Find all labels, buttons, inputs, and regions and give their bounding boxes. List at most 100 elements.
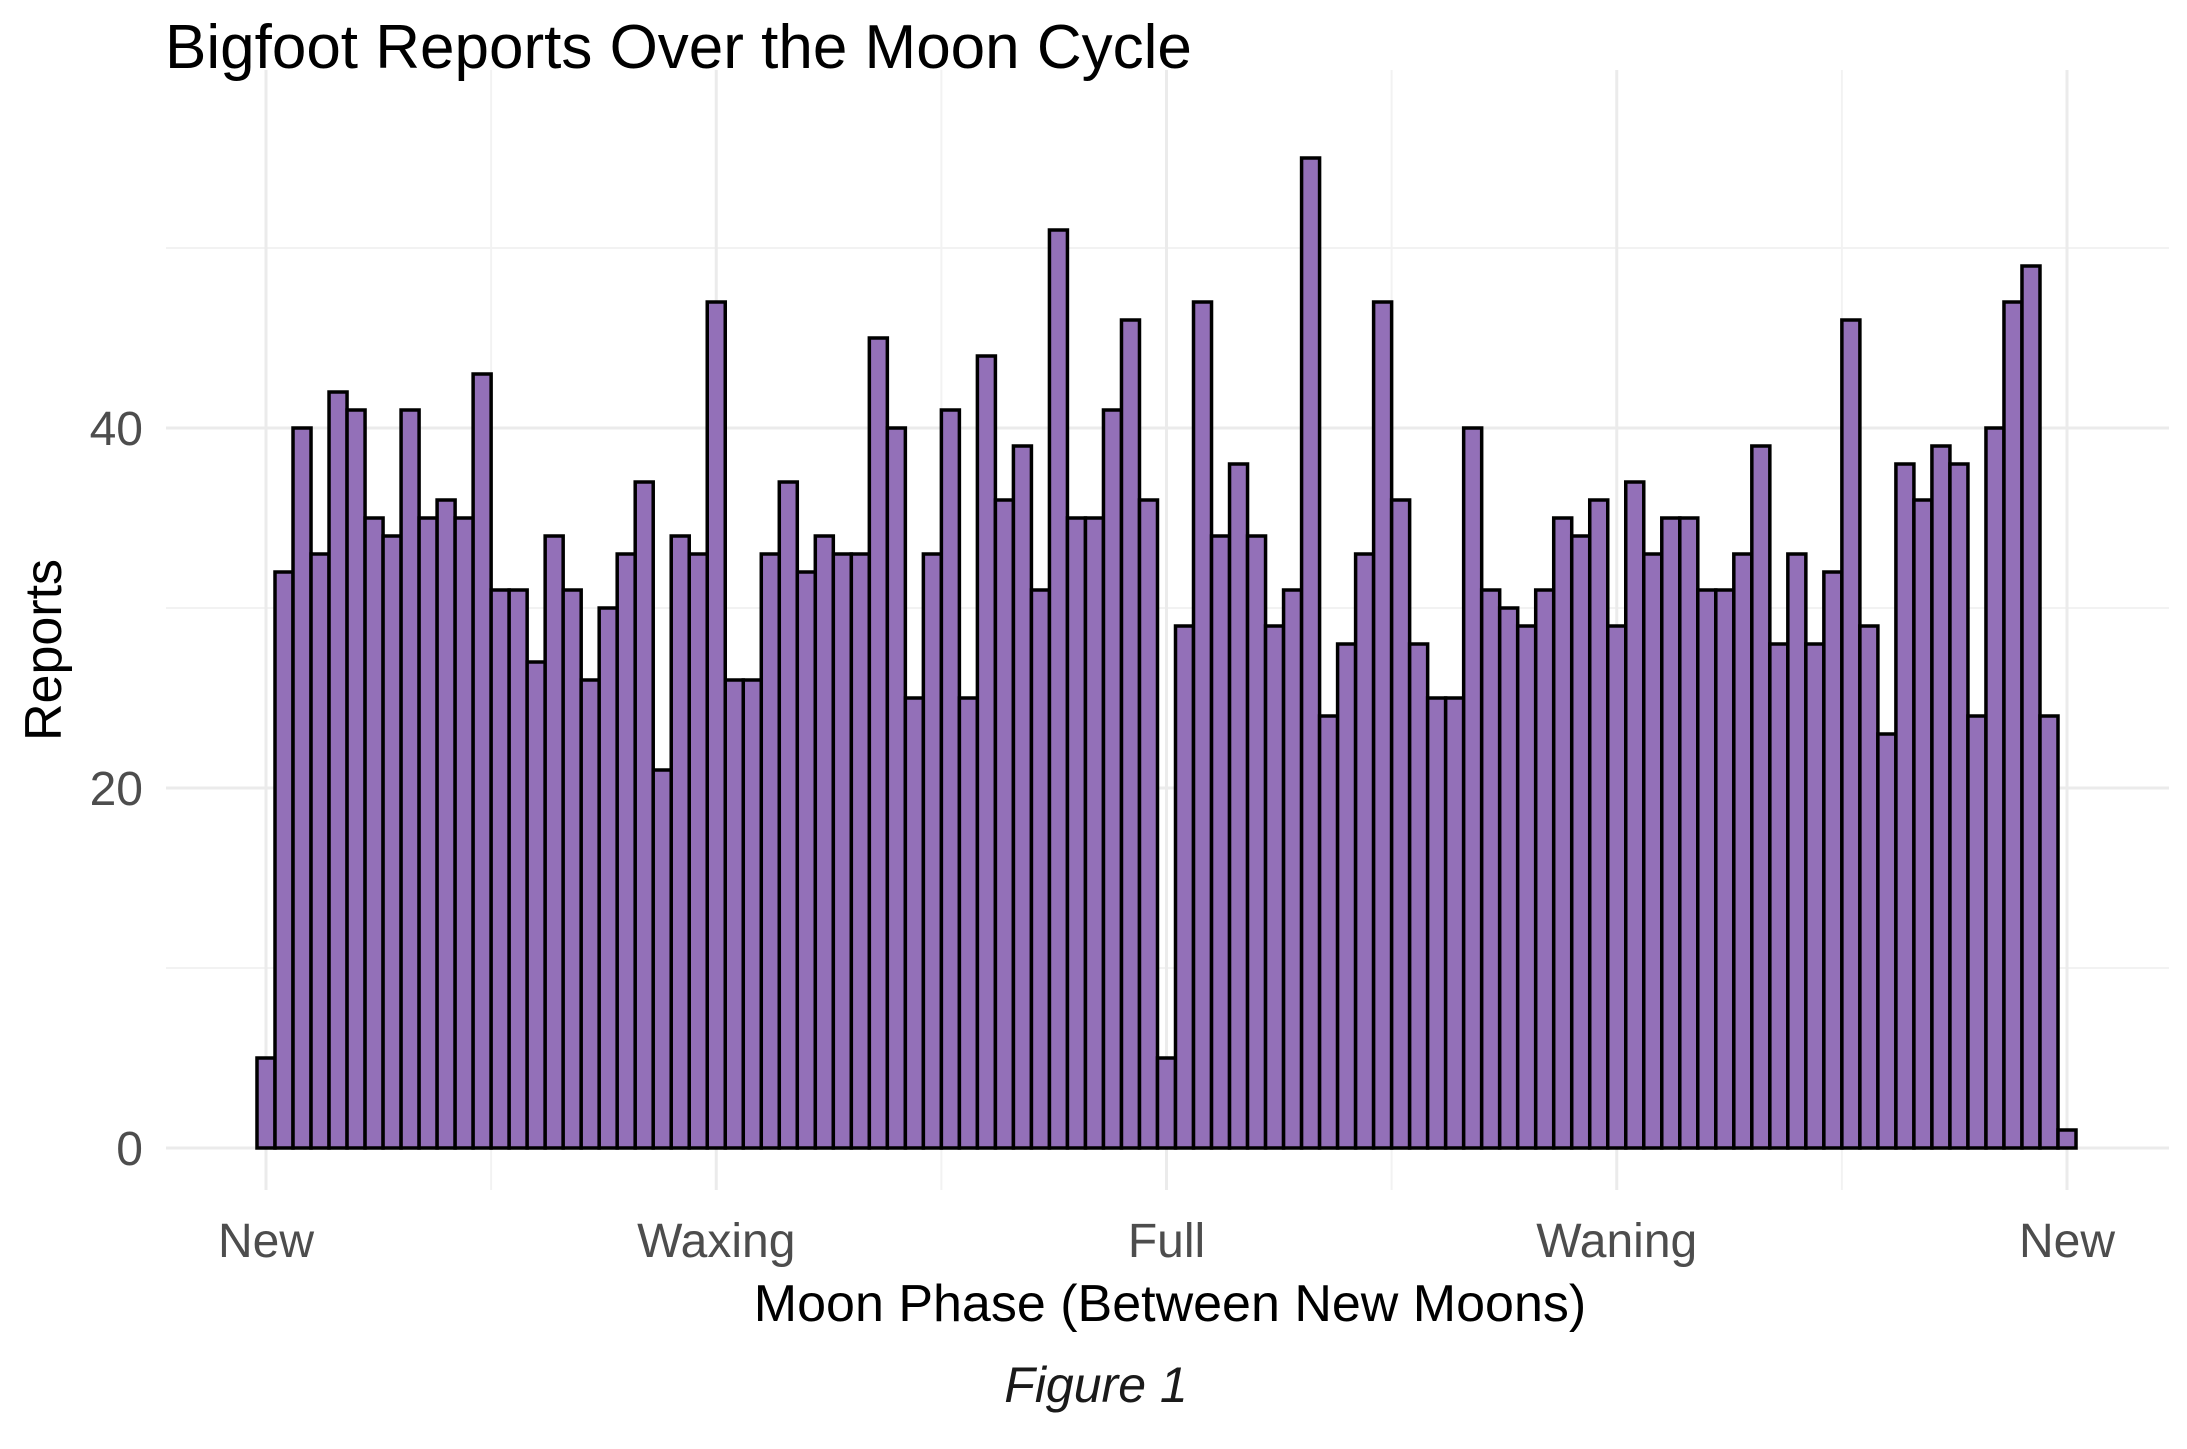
histogram-bar	[1786, 552, 1808, 1150]
histogram-bar	[1155, 1056, 1178, 1150]
histogram-bar	[903, 696, 926, 1150]
histogram-bar	[525, 660, 547, 1150]
histogram-bar	[417, 516, 439, 1150]
histogram-bar	[669, 534, 691, 1150]
histogram-bar	[1191, 300, 1214, 1150]
y-tick-label: 40	[90, 403, 143, 456]
histogram-bar	[597, 606, 619, 1150]
histogram-bar	[471, 372, 493, 1150]
histogram-bar	[1858, 624, 1880, 1150]
y-tick-label: 20	[90, 763, 143, 816]
histogram-bar	[1750, 444, 1772, 1150]
histogram-bar	[1029, 588, 1052, 1150]
histogram-bar	[1876, 732, 1898, 1150]
histogram-bar	[1011, 444, 1034, 1150]
histogram-bar	[345, 408, 367, 1150]
histogram-bar	[1479, 588, 1502, 1150]
histogram-bar	[1714, 588, 1736, 1150]
histogram-bar	[993, 498, 1016, 1150]
histogram-bar	[507, 588, 529, 1150]
histogram-bar	[1101, 408, 1124, 1150]
histogram-bar	[813, 534, 836, 1150]
histogram-bar	[1443, 696, 1466, 1150]
histogram-bar	[1605, 624, 1628, 1150]
histogram-bar	[741, 678, 764, 1150]
x-tick-label: New	[218, 1215, 314, 1268]
histogram-bar	[831, 552, 854, 1150]
histogram-bar	[309, 552, 331, 1150]
histogram-bar	[435, 498, 457, 1150]
histogram-bar	[849, 552, 872, 1150]
histogram-bar	[615, 552, 637, 1150]
histogram-bar	[1930, 444, 1952, 1150]
histogram-bar	[705, 300, 728, 1150]
histogram-bar	[291, 426, 313, 1150]
histogram-bar	[381, 534, 403, 1150]
histogram-bar	[1696, 588, 1718, 1150]
histogram-bar	[1678, 516, 1700, 1150]
histogram-bar	[2038, 714, 2060, 1150]
histogram-bar	[1624, 480, 1646, 1150]
histogram-bar	[273, 570, 295, 1150]
histogram-bar	[2020, 264, 2042, 1150]
y-tick-label: 0	[116, 1123, 143, 1176]
histogram-bar	[327, 390, 349, 1150]
histogram-bar	[1515, 624, 1538, 1150]
histogram-bar	[1840, 318, 1862, 1150]
histogram-bar	[561, 588, 583, 1150]
bars	[255, 156, 2078, 1150]
histogram-bar	[1119, 318, 1142, 1150]
histogram-bar	[1660, 516, 1682, 1150]
histogram-bar	[1642, 552, 1664, 1150]
histogram-bar	[1461, 426, 1484, 1150]
histogram-bar	[1822, 570, 1844, 1150]
histogram-bar	[1551, 516, 1574, 1150]
histogram-bar	[1894, 462, 1916, 1150]
histogram-bar	[1227, 462, 1250, 1150]
histogram-bar	[1209, 534, 1232, 1150]
x-tick-label: Waning	[1536, 1215, 1697, 1268]
histogram-bar	[1371, 300, 1394, 1150]
histogram-bar	[1317, 714, 1340, 1150]
histogram-bar	[1353, 552, 1376, 1150]
chart-title: Bigfoot Reports Over the Moon Cycle	[165, 13, 1192, 82]
histogram-bar	[1335, 642, 1358, 1150]
histogram-bar	[957, 696, 980, 1150]
histogram-bar	[1299, 156, 1322, 1150]
histogram-bar	[1083, 516, 1106, 1150]
histogram-bar	[1912, 498, 1934, 1150]
histogram-bar	[1173, 624, 1196, 1150]
x-tick-label: Waxing	[637, 1215, 795, 1268]
x-tick-label: Full	[1128, 1215, 1205, 1268]
histogram-bar	[1569, 534, 1592, 1150]
histogram-bar	[1804, 642, 1826, 1150]
histogram-bar	[363, 516, 385, 1150]
histogram-bar	[1065, 516, 1088, 1150]
histogram-bar	[1389, 498, 1412, 1150]
histogram-bar	[579, 678, 601, 1150]
histogram-bar	[975, 354, 998, 1150]
histogram-bar	[2056, 1128, 2078, 1150]
histogram-bar	[1768, 642, 1790, 1150]
histogram-bar	[543, 534, 565, 1150]
histogram-bar	[1407, 642, 1430, 1150]
histogram-bar	[1948, 462, 1970, 1150]
histogram-bar	[1425, 696, 1448, 1150]
histogram-bar	[1732, 552, 1754, 1150]
figure-caption: Figure 1	[1004, 1357, 1187, 1413]
histogram-bar	[651, 768, 673, 1150]
histogram-bar	[399, 408, 421, 1150]
histogram-bar	[1281, 588, 1304, 1150]
histogram-bar	[939, 408, 962, 1150]
y-axis-ticks: 0 20 40	[90, 403, 143, 1176]
x-axis-title: Moon Phase (Between New Moons)	[754, 1275, 1586, 1333]
histogram-bar	[1137, 498, 1160, 1150]
histogram-bar	[1245, 534, 1268, 1150]
x-axis-ticks: New Waxing Full Waning New	[218, 1215, 2115, 1268]
histogram-bar	[885, 426, 908, 1150]
histogram-bar	[921, 552, 944, 1150]
histogram-bar	[1533, 588, 1556, 1150]
histogram-bar	[1047, 228, 1070, 1150]
x-tick-label: New	[2019, 1215, 2115, 1268]
